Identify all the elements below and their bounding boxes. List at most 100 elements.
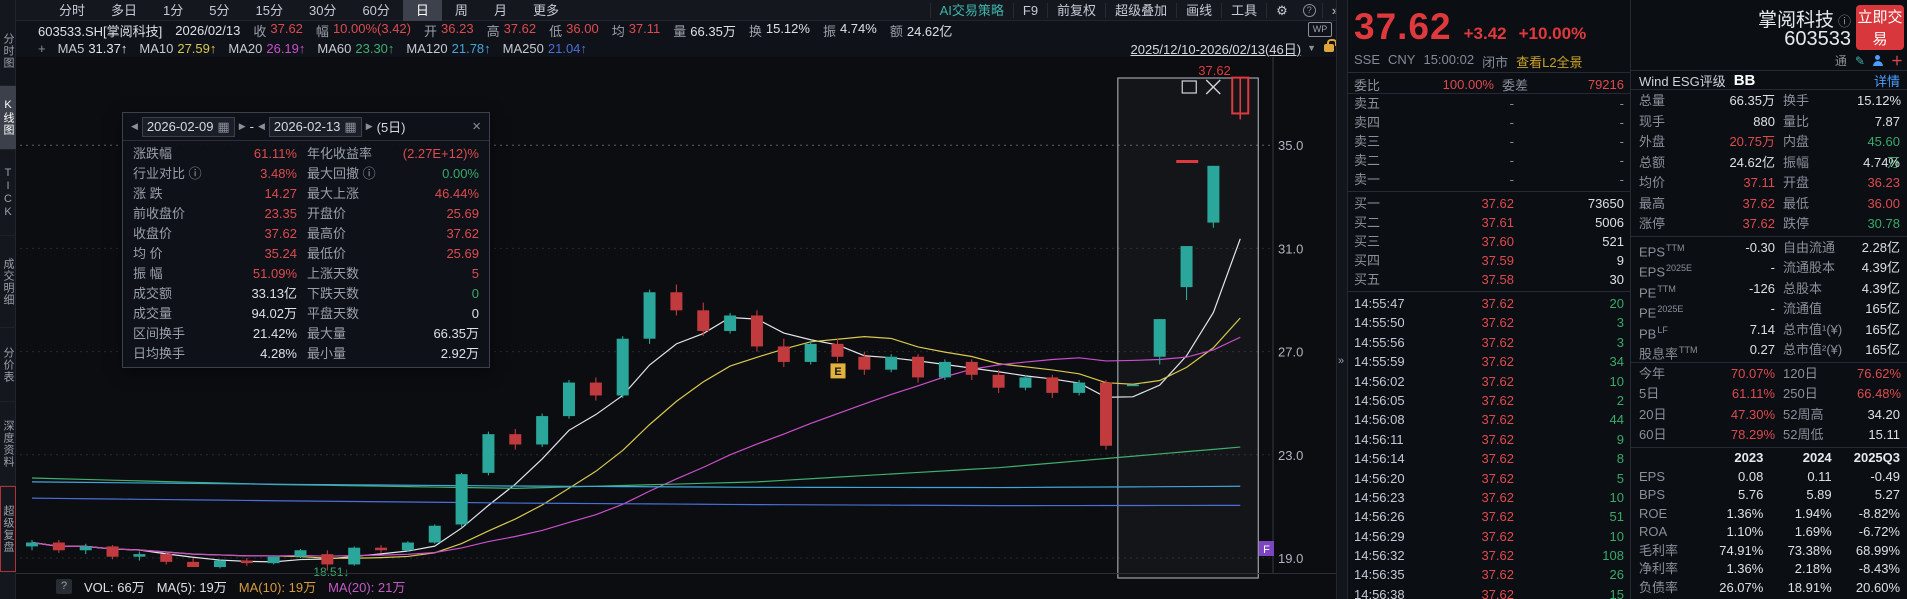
order-book-row: 买二 37.61 5006 [1354,215,1624,230]
period-tab[interactable]: 60分 [362,2,390,18]
next-date-icon[interactable]: ▶ [238,121,246,131]
order-imbalance-row: 委比 100.00% 委差 79216 [1348,72,1630,94]
esg-rating-row: Wind ESG评级 BB 详情 [1631,70,1907,90]
days-count-label: (5日) [376,120,406,135]
vol-help-icon[interactable]: ? [56,579,72,594]
esg-label: Wind ESG评级 [1639,73,1726,89]
help-icon[interactable]: ? [1302,3,1316,17]
close-icon[interactable]: × [472,118,481,135]
sidebar-tab[interactable]: K线图 [0,86,16,150]
popup-header: ◀ 2026-02-09 ▦ ▶ - ◀ 2026-02-13 ▦ ▶ (5日) × [123,113,489,141]
sidebar-tab[interactable]: 成交明细 [0,236,16,328]
info-field: 额 24.62亿 [889,23,953,39]
tick-row: 14:56:35 37.62 26 [1354,567,1624,583]
order-book-row: 买一 37.62 73650 [1354,196,1624,211]
tick-row: 14:56:26 37.62 51 [1354,509,1624,525]
info-field: 振 4.74% [822,20,877,39]
period-tab[interactable]: 15分 [255,2,283,18]
toolbar-item[interactable]: 画线 [1176,2,1221,18]
tong-icon[interactable]: 通 [1834,54,1847,68]
end-date-picker[interactable]: 2026-02-13 ▦ [268,116,362,137]
toolbar-item[interactable]: 前复权 [1047,2,1105,18]
plus-icon[interactable]: ＋ [1890,54,1903,68]
esg-detail-link[interactable]: 详情 [1873,73,1900,89]
popup-stat-row: 振 幅 51.09% 上涨天数 5 [133,266,479,281]
wp-badge[interactable]: WP [1308,22,1332,37]
period-tab[interactable]: 多日 [111,2,138,18]
quote-info-row: 603533.SH[掌阅科技] 2026/02/13 收 37.62 幅 10.00%… [16,21,1348,39]
panel-collapse-strip[interactable]: » [1336,0,1348,599]
info-field: 高 37.62 [486,20,537,39]
save-range-icon [1181,80,1197,94]
sidebar-tab[interactable]: 分价表 [0,328,16,402]
stat-row: 总额 24.62亿 振幅 4.74% [1639,154,1900,170]
info-icon[interactable]: ⓘ [1837,14,1851,29]
ma-line-MA20 [31,336,1241,557]
ma-line-MA250 [31,497,1241,507]
trade-date: 2026/02/13 [175,22,241,38]
toolbar-item[interactable]: AI交易策略 [929,2,1013,18]
candlestick-chart[interactable]: 35.0 31.0 27.0 23.0 19.0 37.62 E F 18.51↓ [16,57,1336,599]
period-tab[interactable]: 5分 [209,2,230,18]
toolbar-item[interactable]: F9 [1012,2,1047,18]
stat-row: 外盘 20.75万 内盘 45.60万 [1639,134,1900,170]
vol-value: VOL: 66万 [84,580,145,595]
weibi-value: 100.00% [1442,77,1494,92]
financial-table: EPS 0.08 0.11 -0.49 BPS 5.76 5.89 5.27 ROE 1.36% 1… [1631,468,1907,598]
collapse-toolbar-icon[interactable]: » [1321,2,1348,18]
stock-code: 603533 [1784,28,1851,50]
pencil-icon[interactable]: ✎ [1854,53,1865,68]
stat-row: 60日 78.29% 52周低 15.11 [1639,427,1900,442]
period-tab[interactable]: 周 [454,2,468,18]
tick-row: 14:56:08 37.62 44 [1354,412,1624,428]
sidebar-tab[interactable]: TICK [0,150,16,236]
period-tab[interactable]: 日 [402,0,442,21]
trade-now-button[interactable]: 立即交易 [1856,5,1904,50]
currency-label: CNY [1388,52,1416,67]
chevron-down-icon[interactable]: ▼ [1307,43,1316,53]
market-status-row: SSE CNY 15:00:02 闭市 查看L2全景 [1348,50,1630,72]
l2-panorama-link[interactable]: 查看L2全景 [1516,55,1583,70]
tick-row: 14:55:47 37.62 20 [1354,296,1624,311]
gear-icon[interactable]: ⚙ [1266,2,1297,18]
prev-date-icon[interactable]: ◀ [131,121,138,131]
start-date-picker[interactable]: 2026-02-09 ▦ [141,116,235,137]
esg-rating: BB [1733,71,1756,89]
toolbar-item[interactable]: 工具 [1221,2,1266,18]
tick-row: 14:55:50 37.62 3 [1354,315,1624,331]
weicha-label: 委差 [1502,78,1529,93]
exchange-label: SSE [1354,52,1381,67]
stat-row: EPSTTM -0.30 自由流通 2.28亿 [1639,239,1900,259]
svg-text:E: E [834,366,841,378]
person-icon[interactable] [1872,55,1883,66]
add-indicator-button[interactable]: + [38,40,46,56]
vol-ma10: MA(10): 19万 [238,580,317,595]
sidebar-tab[interactable]: 超级复盘 [0,486,16,572]
period-tab[interactable]: 更多 [532,2,559,18]
info-field: 低 36.00 [549,20,599,39]
financial-row: ROE 1.36% 1.94% -8.82% [1639,505,1900,521]
order-book: 卖五 - - 卖四 - - 卖三 - - 卖二 - - 卖一 - - 买一 37.62 73650 买二 37.61 5… [1348,94,1630,289]
period-tab[interactable]: 1分 [163,2,184,18]
next-date-icon[interactable]: ▶ [365,121,373,131]
prev-date-icon[interactable]: ◀ [257,121,265,131]
sidebar-tab[interactable]: 分时图 [0,16,16,86]
period-tab[interactable]: 分时 [59,2,86,18]
stat-row: PE2025E - 流通值 165亿 [1639,301,1900,321]
sidebar-tab[interactable]: 深度资料 [0,402,16,486]
info-field: 均 37.11 [611,20,661,39]
weibi-label: 委比 [1354,78,1381,93]
toolbar-item[interactable]: 超级叠加 [1105,2,1176,18]
stock-code-label: 603533.SH[掌阅科技] [38,23,163,39]
calendar-icon: ▦ [217,118,230,134]
period-tab[interactable]: 30分 [308,2,337,18]
lock-icon[interactable] [1324,39,1337,52]
date-range-label[interactable]: 2025/12/10-2026/02/13(46日) [1130,41,1302,57]
calendar-icon: ▦ [344,118,357,134]
stat-row: 最高 37.62 最低 36.00 [1639,195,1900,211]
info-field: 开 36.23 [424,20,474,39]
financial-row: 毛利率 74.91% 73.38% 68.99% [1639,542,1900,558]
period-tab[interactable]: 月 [493,2,507,18]
ma-item: MA10 27.59↑ [139,40,217,56]
